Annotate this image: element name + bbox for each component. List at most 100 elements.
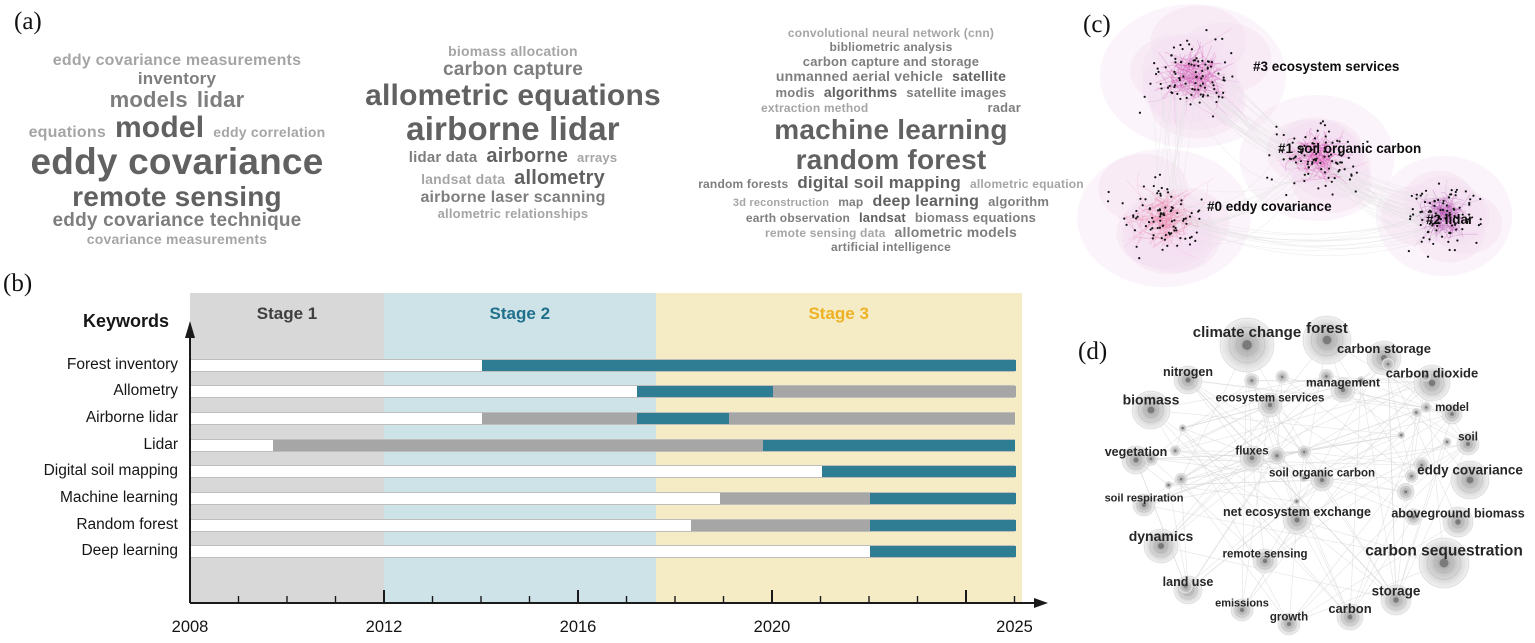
wordcloud-row: modis algorithms satellite images: [776, 84, 1007, 100]
wordcloud-word: unmanned aerial vehicle: [775, 68, 944, 85]
wordcloud-word: algorithm: [988, 193, 1050, 209]
network-node-label: carbon: [1328, 601, 1371, 616]
wordcloud-word: lidar data: [408, 149, 478, 167]
wordcloud-word: inventory: [137, 68, 217, 88]
wordcloud-row: earth observation landsat biomass equation…: [745, 209, 1037, 225]
wordcloud-row: airborne lidar: [406, 112, 620, 145]
wordcloud-word: model: [114, 110, 205, 144]
gantt-bar-segment: [191, 386, 638, 398]
gantt-bar-segment: [729, 412, 1016, 424]
wordcloud-row: convolutional neural network (cnn): [787, 26, 995, 40]
panel-b-label: (b): [3, 270, 33, 297]
gantt-bar-segment: [870, 493, 1016, 504]
panel-a-label: (a): [14, 8, 42, 35]
network-node-label: soil respiration: [1105, 493, 1184, 505]
gantt-y-axis-title: Keywords: [82, 311, 169, 331]
wordcloud-word: biomass equations: [914, 209, 1037, 225]
network-node-label: aboveground biomass: [1391, 507, 1524, 521]
wordcloud-word: eddy covariance technique: [52, 209, 302, 231]
wordcloud-word: bibliometric analysis: [829, 39, 953, 54]
wordcloud-row: extraction method radar: [761, 100, 1021, 115]
gantt-row-label: Lidar: [143, 435, 178, 453]
axis-year-label: 2025: [996, 618, 1033, 636]
wordcloud-row: allometric equations: [365, 81, 661, 111]
wordcloud-word: airborne: [486, 145, 569, 168]
wordcloud-word: remote sensing data: [765, 226, 886, 241]
wordcloud-row: covariance measurements: [87, 232, 267, 247]
wordcloud-word: convolutional neural network (cnn): [787, 26, 995, 40]
gantt-row-labels: Forest inventory Allometry Airborne lidar L…: [0, 293, 184, 603]
network-node-label: carbon sequestration: [1365, 543, 1523, 560]
network-node-label: carbon storage: [1337, 341, 1431, 356]
cluster-map: #0 eddy covariance #1 soil organic carbon…: [1077, 4, 1513, 287]
gantt-row-label: Forest inventory: [66, 355, 178, 373]
wordcloud-row: random forest: [796, 145, 987, 173]
cluster-label: #0 eddy covariance: [1207, 199, 1332, 214]
wordcloud-row: lidar data airborne arrays: [408, 145, 618, 168]
gantt-bar: [190, 518, 1016, 532]
gantt-row-label: Allometry: [113, 382, 178, 400]
wordcloud-row: eddy covariance measurements: [53, 53, 301, 69]
stage-label: Stage 2: [489, 304, 551, 323]
network-node-label: dynamics: [1129, 528, 1194, 544]
wordcloud-word: arrays: [577, 150, 618, 166]
gantt-plot-area: Stage 1 Stage 2 Stage 3: [190, 293, 1022, 603]
axis-year-label: 2016: [560, 618, 597, 636]
cluster-label: #1 soil organic carbon: [1278, 141, 1421, 156]
network-node-label: fluxes: [1235, 445, 1268, 457]
wordcloud-row: machine learning: [774, 116, 1008, 144]
wordcloud-word: lidar: [196, 87, 245, 113]
gantt-bar-segment: [191, 519, 691, 531]
wordcloud-row: eddy covariance technique: [52, 209, 302, 231]
gantt-bar: [190, 465, 1016, 479]
wordcloud-word: satellite images: [906, 84, 1007, 100]
wordcloud-word: extraction method: [761, 100, 869, 115]
panel-d-label: (d): [1078, 338, 1108, 365]
network-node-label: eddy covariance: [1417, 462, 1523, 477]
wordcloud-row: inventory: [137, 68, 217, 88]
axis-year-label: 2020: [754, 618, 791, 636]
wordcloud-row: random forests digital soil mapping allome…: [698, 173, 1084, 193]
panel-c-label: (c): [1083, 11, 1111, 38]
wordcloud-word: allometric models: [894, 224, 1017, 241]
wordcloud-2: convolutional neural network (cnn) biblio…: [686, 27, 1096, 255]
network-node-label: storage: [1372, 584, 1421, 599]
wordcloud-word: eddy covariance: [30, 141, 324, 183]
gantt-bar-segment: [482, 412, 638, 424]
gantt-bar-segment: [690, 519, 870, 531]
wordcloud-word: biomass allocation: [448, 43, 578, 59]
wordcloud-word: deep learning: [872, 192, 980, 210]
gantt-bar: [190, 358, 1016, 372]
wordcloud-word: 3d reconstruction: [732, 196, 830, 209]
wordcloud-word: earth observation: [745, 210, 850, 225]
gantt-bar-segment: [637, 412, 730, 424]
wordcloud-row: eddy covariance: [30, 141, 324, 183]
wordcloud-word: remote sensing: [72, 180, 282, 212]
gantt-bar-segment: [191, 546, 870, 558]
cluster-label: #2 lidar: [1426, 212, 1474, 227]
gantt-row-label: Machine learning: [59, 489, 178, 506]
wordcloud-word: airborne laser scanning: [420, 189, 606, 207]
gantt-bar: [190, 438, 1016, 452]
wordcloud-word: satellite: [952, 68, 1007, 85]
gantt-bar-segment: [719, 493, 870, 504]
gantt-bar-segment: [273, 439, 764, 451]
wordcloud-word: eddy covariance measurements: [52, 52, 302, 69]
gantt-bar: [190, 411, 1016, 425]
cluster-label: #3 ecosystem services: [1253, 59, 1399, 74]
wordcloud-row: equations model eddy correlation: [29, 110, 326, 144]
network-node-label: model: [1435, 402, 1469, 414]
wordcloud-word: artificial intelligence: [831, 240, 951, 255]
network-node-label: growth: [1270, 612, 1308, 624]
keyword-network: climate change forest carbon storage nitrog…: [1105, 315, 1525, 636]
gantt-row-label: Airborne lidar: [85, 408, 178, 426]
gantt-bar-segment: [821, 466, 1016, 478]
wordcloud-row: bibliometric analysis: [829, 39, 953, 54]
wordcloud-word: digital soil mapping: [797, 173, 961, 193]
network-node-label: net ecosystem exchange: [1223, 505, 1371, 519]
network-node-label: biomass: [1123, 391, 1180, 407]
axis-year-label: 2012: [366, 618, 403, 636]
wordcloud-word: allometric relationships: [437, 205, 589, 221]
wordcloud-word: landsat: [859, 209, 906, 225]
wordcloud-word: eddy correlation: [213, 123, 326, 140]
